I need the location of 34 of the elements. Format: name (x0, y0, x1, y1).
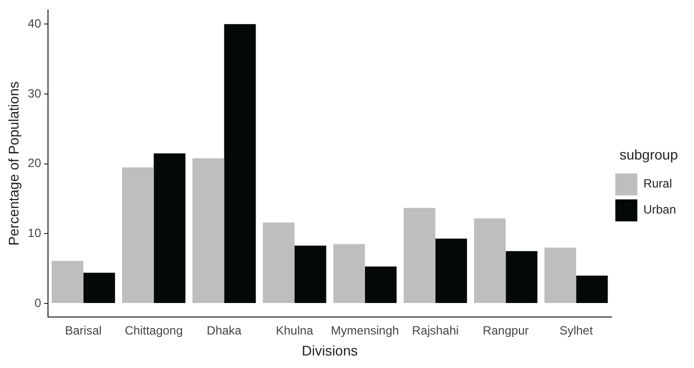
legend-title: subgroup (619, 146, 678, 162)
bar (435, 238, 468, 304)
bar (333, 244, 365, 304)
bar (364, 266, 397, 304)
y-tick-label: 20 (28, 156, 42, 170)
bar (544, 248, 576, 304)
bar (404, 208, 436, 304)
bar (506, 251, 538, 304)
x-tick-label: Barisal (65, 323, 102, 338)
bar (122, 167, 154, 304)
y-tick-label: 40 (28, 16, 42, 30)
bar (224, 24, 256, 304)
bar (154, 153, 186, 304)
x-tick-label: Sylhet (559, 323, 594, 338)
bar (192, 158, 224, 304)
x-tick-label: Rangpur (482, 323, 529, 338)
legend-label: Rural (643, 176, 672, 191)
bar (474, 218, 506, 304)
bar (262, 222, 295, 304)
bar (52, 260, 84, 304)
x-tick-label: Rajshahi (412, 323, 459, 338)
y-tick-label: 10 (28, 226, 42, 240)
y-tick-label: 30 (28, 86, 42, 100)
bar (83, 272, 116, 304)
x-tick-label: Khulna (276, 323, 314, 338)
bar (294, 246, 326, 304)
x-tick-label: Dhaka (206, 323, 242, 338)
bar (576, 276, 608, 304)
x-tick-label: Chittagong (124, 323, 183, 338)
y-tick-label: 0 (34, 296, 42, 310)
y-axis-title: Percentage of Populations (5, 81, 22, 246)
x-axis-title: Divisions (302, 342, 358, 358)
legend-label: Urban (643, 202, 676, 217)
x-tick-label: Mymensingh (330, 323, 399, 338)
